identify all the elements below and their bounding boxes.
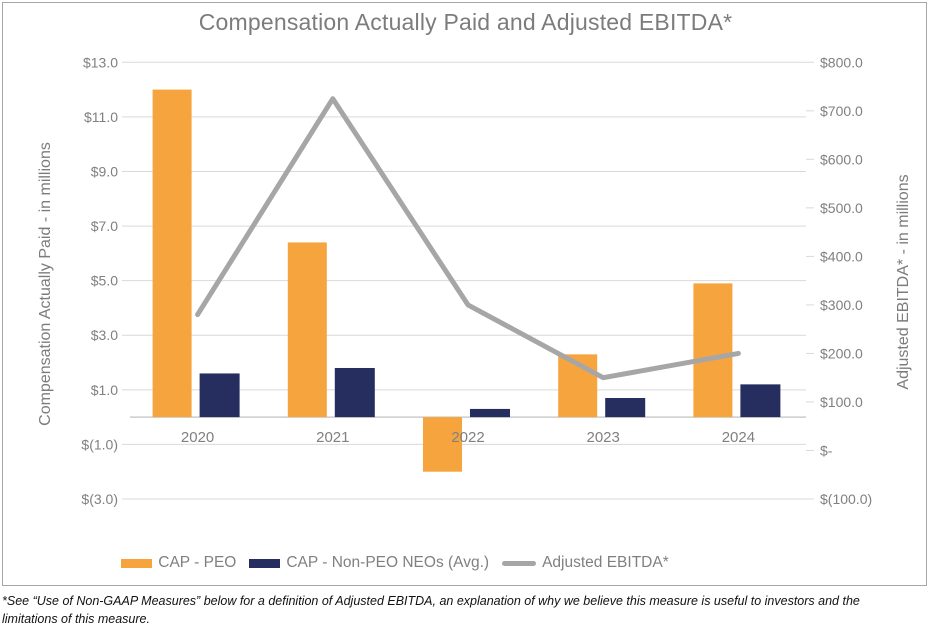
right-axis-tick-label: $400.0 — [820, 248, 863, 264]
right-axis-tick-label: $100.0 — [820, 394, 863, 410]
left-axis-tick-label: $11.0 — [84, 109, 118, 125]
x-axis-label-2021: 2021 — [316, 429, 349, 446]
legend-swatch-cap-peo — [121, 558, 153, 568]
right-axis-tick-label: $200.0 — [820, 345, 863, 361]
legend-label-cap-non-peo: CAP - Non-PEO NEOs (Avg.) — [286, 554, 490, 571]
bar-cap-peo-2024 — [693, 283, 733, 418]
legend-label-cap-peo: CAP - PEO — [158, 554, 237, 571]
bar-cap-non-peo-2023 — [605, 398, 646, 418]
left-axis-tick-label: $1.0 — [91, 382, 118, 398]
left-axis-tick-label: $7.0 — [91, 218, 118, 234]
left-axis-tick-label: $5.0 — [91, 273, 118, 289]
right-axis-tick-label: $(100.0) — [820, 491, 872, 507]
legend-label-ebitda: Adjusted EBITDA* — [542, 554, 669, 571]
bar-cap-peo-2020 — [152, 89, 192, 418]
x-axis-label-2023: 2023 — [587, 429, 620, 446]
bar-cap-non-peo-2024 — [740, 384, 781, 418]
bar-cap-peo-2021 — [287, 242, 327, 418]
footnote: *See “Use of Non-GAAP Measures” below fo… — [2, 594, 860, 627]
left-axis-tick-label: $9.0 — [91, 163, 118, 179]
legend-swatch-ebitda-line — [502, 560, 537, 566]
legend: CAP - PEO CAP - Non-PEO NEOs (Avg.) Adju… — [0, 554, 790, 572]
bar-cap-peo-2022 — [423, 417, 462, 472]
legend-item-ebitda: Adjusted EBITDA* — [502, 554, 669, 572]
bar-cap-non-peo-2020 — [199, 373, 240, 418]
right-axis-tick-label: $- — [820, 442, 833, 458]
legend-item-cap-peo: CAP - PEO — [121, 554, 236, 572]
right-axis-tick-label: $700.0 — [820, 103, 863, 119]
right-axis-tick-label: $300.0 — [820, 297, 863, 313]
right-axis-tick-label: $800.0 — [820, 54, 863, 70]
left-axis-tick-label: $(3.0) — [81, 491, 118, 507]
bar-cap-non-peo-2022 — [470, 408, 510, 418]
right-axis-title: Adjusted EBITDA* - in millions — [895, 174, 912, 390]
left-axis-title: Compensation Actually Paid - in millions — [37, 142, 54, 426]
bar-cap-non-peo-2021 — [334, 367, 375, 418]
legend-swatch-cap-non-peo — [249, 558, 281, 568]
left-axis-tick-label: $(1.0) — [81, 436, 118, 452]
right-axis-tick-label: $600.0 — [820, 151, 863, 167]
left-axis-tick-label: $13.0 — [83, 54, 118, 70]
x-axis-label-2022: 2022 — [451, 429, 484, 446]
x-axis-label-2024: 2024 — [722, 429, 755, 446]
ebitda-line — [195, 96, 741, 381]
legend-item-cap-non-peo: CAP - Non-PEO NEOs (Avg.) — [249, 554, 489, 572]
left-axis-tick-label: $3.0 — [91, 327, 118, 343]
chart-title: Compensation Actually Paid and Adjusted … — [198, 9, 733, 35]
x-axis-label-2020: 2020 — [181, 429, 214, 446]
right-axis-tick-label: $500.0 — [820, 200, 863, 216]
